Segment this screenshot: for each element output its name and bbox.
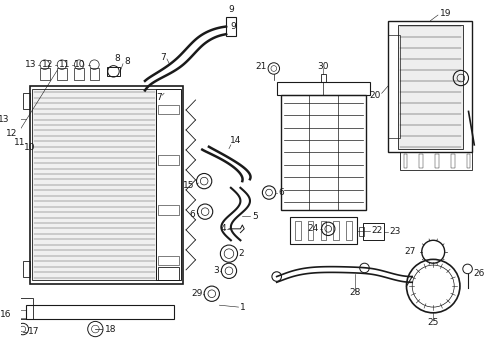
Bar xyxy=(23,261,30,276)
Bar xyxy=(225,17,235,36)
Text: 23: 23 xyxy=(388,227,400,236)
Text: 10: 10 xyxy=(24,143,35,152)
Bar xyxy=(403,154,407,168)
Bar xyxy=(16,310,26,318)
Bar xyxy=(156,90,181,280)
Text: 16: 16 xyxy=(0,310,11,319)
Text: 4: 4 xyxy=(220,224,225,233)
Text: 11: 11 xyxy=(14,139,26,148)
Text: 21: 21 xyxy=(255,62,266,71)
Text: 12: 12 xyxy=(42,60,53,69)
Bar xyxy=(294,221,300,240)
Bar xyxy=(362,223,383,240)
Bar xyxy=(158,155,179,165)
Text: 1: 1 xyxy=(240,303,245,312)
Bar xyxy=(74,68,84,80)
Text: 14: 14 xyxy=(229,136,241,145)
Bar xyxy=(26,305,173,319)
Bar xyxy=(333,221,339,240)
Text: 12: 12 xyxy=(6,129,17,138)
Text: 7: 7 xyxy=(160,53,165,62)
Text: 30: 30 xyxy=(317,62,328,71)
Text: 9: 9 xyxy=(229,22,235,31)
Bar xyxy=(16,298,33,319)
Text: 6: 6 xyxy=(278,188,284,197)
Bar xyxy=(399,153,471,170)
Bar xyxy=(30,86,183,284)
Bar xyxy=(397,24,462,149)
Bar xyxy=(358,227,364,237)
Bar xyxy=(387,21,471,153)
Bar xyxy=(40,68,49,80)
Bar xyxy=(307,221,313,240)
Text: 25: 25 xyxy=(427,318,438,327)
Bar xyxy=(289,217,356,244)
Text: 17: 17 xyxy=(27,327,39,336)
Bar xyxy=(57,68,66,80)
Bar xyxy=(434,154,438,168)
Text: 22: 22 xyxy=(370,226,382,235)
Bar xyxy=(320,221,325,240)
Text: 13: 13 xyxy=(0,114,9,123)
Text: 8: 8 xyxy=(114,54,120,63)
Text: 3: 3 xyxy=(213,266,219,275)
Bar xyxy=(158,205,179,215)
Text: 5: 5 xyxy=(251,212,257,221)
Text: 24: 24 xyxy=(307,224,318,233)
Bar xyxy=(387,35,399,138)
Bar xyxy=(32,90,156,280)
Text: 2: 2 xyxy=(238,249,244,258)
Bar xyxy=(158,105,179,114)
Text: 8: 8 xyxy=(124,57,129,66)
Bar xyxy=(89,68,99,80)
Bar xyxy=(450,154,454,168)
Text: 15: 15 xyxy=(183,181,194,190)
Bar xyxy=(346,221,351,240)
Text: 19: 19 xyxy=(439,9,450,18)
Text: 13: 13 xyxy=(24,60,36,69)
Bar xyxy=(466,154,469,168)
Bar xyxy=(280,95,366,210)
Bar xyxy=(23,93,30,109)
Text: 10: 10 xyxy=(74,60,85,69)
Text: 18: 18 xyxy=(105,325,116,334)
Text: 7: 7 xyxy=(156,93,162,102)
Text: 9: 9 xyxy=(227,5,233,14)
Text: 26: 26 xyxy=(472,269,484,278)
Text: 11: 11 xyxy=(59,60,70,69)
Bar xyxy=(276,82,369,95)
Text: 20: 20 xyxy=(368,91,380,100)
Bar xyxy=(158,256,179,265)
Bar xyxy=(158,267,179,280)
Bar xyxy=(106,67,120,76)
Bar xyxy=(419,154,422,168)
Text: 28: 28 xyxy=(348,288,360,297)
Text: 29: 29 xyxy=(190,289,202,298)
Bar xyxy=(320,74,325,82)
Text: 6: 6 xyxy=(189,210,195,219)
Text: 27: 27 xyxy=(404,247,415,256)
